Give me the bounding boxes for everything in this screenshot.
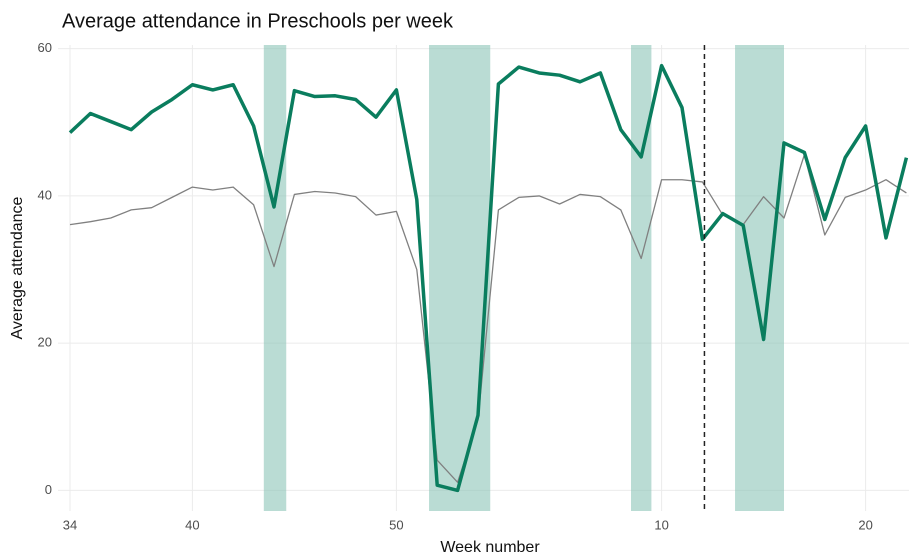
shaded-region — [429, 45, 491, 511]
x-tick-label: 20 — [858, 517, 872, 532]
x-tick-label: 50 — [389, 517, 403, 532]
y-tick-label: 60 — [38, 40, 52, 55]
shaded-region — [263, 45, 287, 511]
shaded-region — [631, 45, 652, 511]
y-tick-label: 0 — [45, 482, 52, 497]
series-line — [68, 63, 909, 493]
shaded-region — [735, 45, 784, 511]
y-axis-label: Average attendance — [9, 196, 26, 339]
x-tick-label: 40 — [185, 517, 199, 532]
y-tick-label: 40 — [38, 187, 52, 202]
x-tick-label: 10 — [654, 517, 668, 532]
series-line — [69, 154, 907, 483]
chart-title: Average attendance in Preschools per wee… — [62, 10, 454, 32]
x-tick-label: 34 — [63, 517, 77, 532]
y-tick-label: 20 — [38, 335, 52, 350]
x-axis-label: Week number — [440, 539, 540, 556]
